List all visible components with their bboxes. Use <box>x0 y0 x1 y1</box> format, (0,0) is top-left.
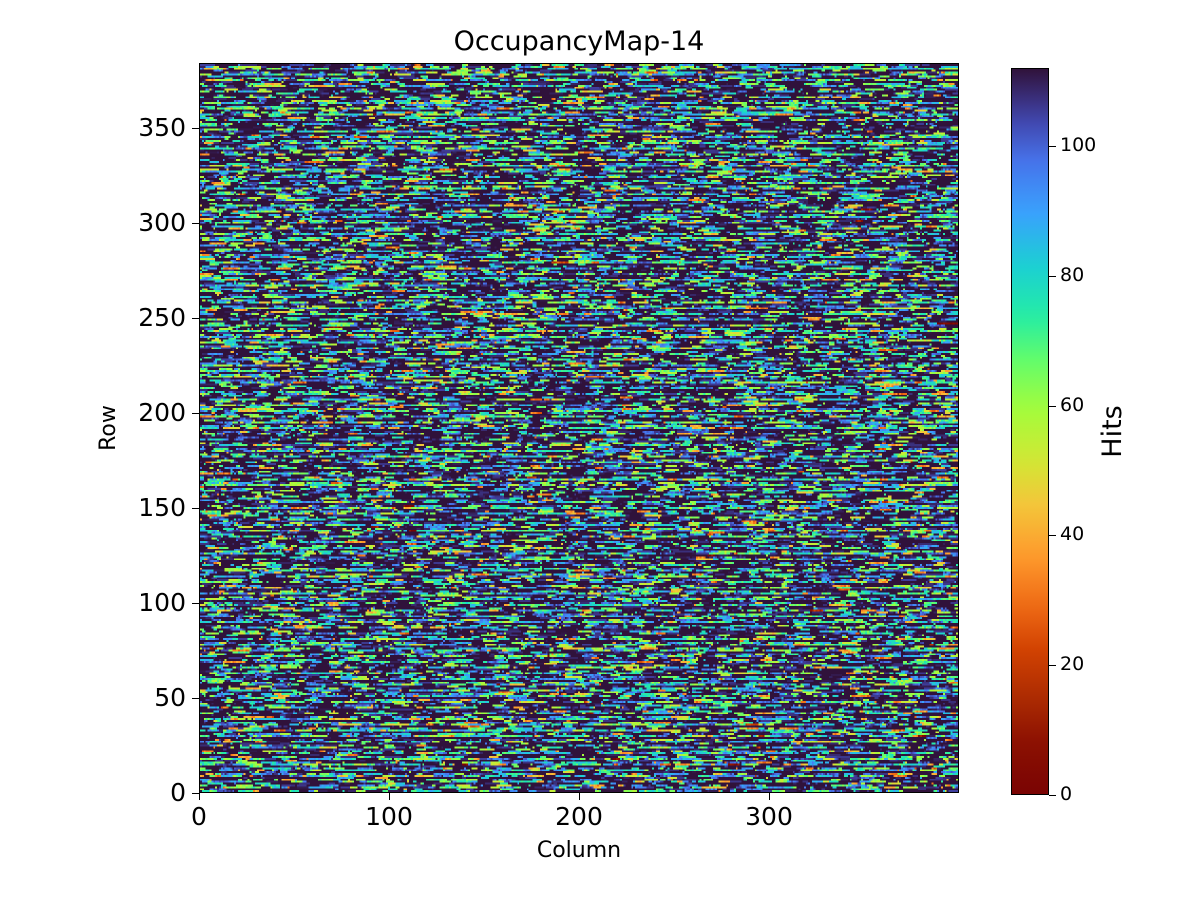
x-tick-mark <box>389 793 390 800</box>
colorbar-gradient <box>1012 69 1048 794</box>
y-tick-label: 300 <box>138 207 186 237</box>
y-tick-label: 250 <box>138 302 186 332</box>
x-tick-mark <box>579 793 580 800</box>
x-tick-mark <box>769 793 770 800</box>
colorbar-label: Hits <box>1097 405 1128 458</box>
colorbar-tick-mark <box>1049 275 1056 277</box>
x-tick-label: 200 <box>555 802 603 831</box>
colorbar-tick-mark <box>1049 795 1056 796</box>
colorbar-tick-label: 0 <box>1060 783 1073 805</box>
y-tick-label: 200 <box>138 397 186 427</box>
colorbar-tick-label: 40 <box>1060 523 1085 546</box>
colorbar-tick-label: 100 <box>1060 133 1097 156</box>
heatmap-axes[interactable] <box>199 63 959 793</box>
y-tick-label: 150 <box>138 492 186 522</box>
x-axis-label: Column <box>536 838 622 863</box>
colorbar[interactable] <box>1011 68 1049 795</box>
y-tick-mark <box>192 127 199 129</box>
y-tick-mark <box>192 793 199 794</box>
y-tick-label: 100 <box>138 587 186 617</box>
y-tick-mark <box>192 317 199 319</box>
page-title: OccupancyMap-14 <box>453 26 705 57</box>
y-tick-label: 50 <box>154 682 186 712</box>
y-tick-mark <box>192 602 199 604</box>
colorbar-tick-mark <box>1049 405 1056 407</box>
colorbar-tick-mark <box>1049 665 1056 667</box>
colorbar-tick-mark <box>1049 145 1056 147</box>
y-tick-label: 0 <box>170 778 186 807</box>
colorbar-tick-label: 60 <box>1060 393 1085 416</box>
y-tick-mark <box>192 412 199 414</box>
y-tick-mark <box>192 507 199 509</box>
y-tick-mark <box>192 222 199 224</box>
colorbar-tick-mark <box>1049 535 1056 537</box>
y-tick-label: 350 <box>138 112 186 142</box>
colorbar-tick-label: 80 <box>1060 263 1085 286</box>
x-tick-label: 0 <box>191 802 207 831</box>
x-tick-label: 100 <box>365 802 413 831</box>
occupancy-heatmap[interactable] <box>200 64 958 792</box>
x-tick-mark <box>199 793 200 800</box>
y-axis-label: Row <box>96 405 121 451</box>
x-tick-label: 300 <box>745 802 793 831</box>
colorbar-tick-label: 20 <box>1060 653 1085 676</box>
y-tick-mark <box>192 697 199 699</box>
